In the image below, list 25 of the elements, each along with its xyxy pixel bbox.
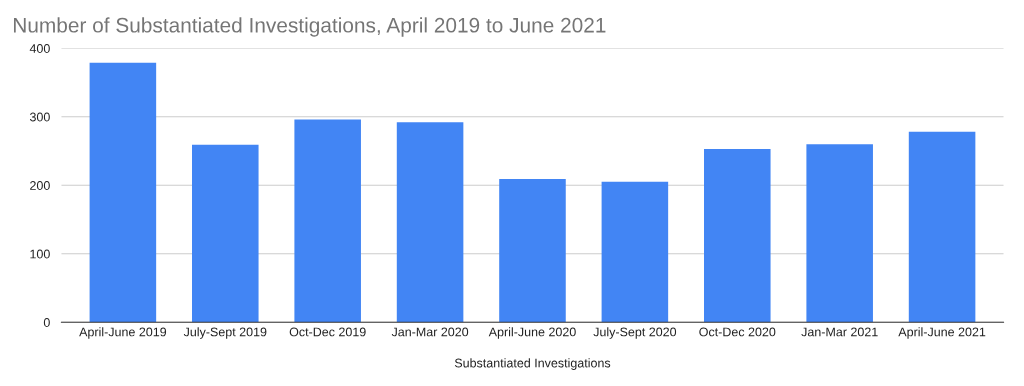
bar xyxy=(89,62,157,323)
x-tick-label: Jan-Mar 2020 xyxy=(391,327,469,337)
bar xyxy=(294,119,361,323)
bar xyxy=(601,181,669,323)
x-axis-title: Substantiated Investigations xyxy=(454,358,611,370)
x-tick-label: Oct-Dec 2020 xyxy=(699,327,776,337)
x-tick-label: July-Sept 2020 xyxy=(593,327,677,339)
bar xyxy=(499,179,566,323)
x-tick-label: Jan-Mar 2021 xyxy=(801,327,878,337)
bar xyxy=(806,144,873,323)
x-tick-label: April-June 2020 xyxy=(488,327,576,339)
chart-title: Number of Substantiated Investigations, April 2019 to June 2021 xyxy=(14,17,606,37)
bar xyxy=(192,144,259,323)
bar xyxy=(908,131,976,323)
y-tick-label: 400 xyxy=(29,44,50,53)
x-tick-label: July-Sept 2019 xyxy=(183,327,267,339)
x-tick-label: Oct-Dec 2019 xyxy=(289,327,366,337)
x-tick-label: April-June 2019 xyxy=(79,327,167,339)
y-tick-label: 100 xyxy=(30,249,50,259)
bar xyxy=(396,122,464,323)
x-tick-label: April-June 2021 xyxy=(898,327,986,339)
bar xyxy=(704,148,771,323)
y-tick-label: 300 xyxy=(29,112,50,122)
y-tick-label: 0 xyxy=(43,318,50,327)
y-tick-label: 200 xyxy=(30,181,50,190)
